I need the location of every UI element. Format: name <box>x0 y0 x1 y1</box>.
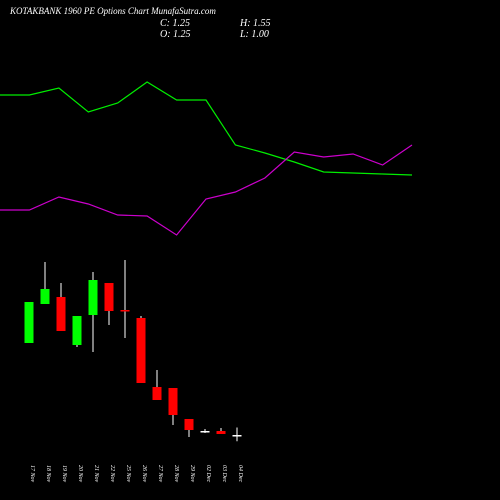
x-tick-label: 04 Dec <box>237 465 244 482</box>
x-tick-label: 29 Nov <box>189 465 195 483</box>
x-tick-label: 28 Nov <box>173 465 179 483</box>
x-tick-label: 18 Nov <box>45 465 51 483</box>
candle-body <box>88 280 98 315</box>
candle-body <box>40 289 50 304</box>
x-tick-label: 26 Nov <box>141 465 147 483</box>
x-tick-label: 20 Nov <box>77 465 83 483</box>
x-tick-label: 17 Nov <box>29 465 35 483</box>
x-tick-label: 27 Nov <box>157 465 163 483</box>
indicator-line <box>0 81 413 176</box>
x-tick-label: 02 Dec <box>205 465 211 482</box>
candle-body <box>232 435 242 437</box>
chart-title: KOTAKBANK 1960 PE Options Chart MunafaSu… <box>9 6 216 16</box>
candle-body <box>168 388 178 415</box>
candle-body <box>152 387 162 400</box>
candle-body <box>200 431 210 433</box>
x-tick-label: 21 Nov <box>93 465 99 483</box>
candle-body <box>56 297 66 331</box>
candle-body <box>216 431 226 434</box>
candle-body <box>184 419 194 430</box>
candle-body <box>136 318 146 383</box>
high-info: H: 1.55 <box>239 18 271 29</box>
x-tick-label: 25 Nov <box>125 465 131 483</box>
open-info: O: 1.25 <box>160 29 191 40</box>
candle-body <box>120 310 130 312</box>
candle-body <box>72 316 82 345</box>
indicator-line <box>0 144 413 236</box>
x-tick-label: 03 Dec <box>221 465 227 482</box>
x-tick-label: 22 Nov <box>109 465 115 483</box>
candle-body <box>104 283 114 311</box>
close-info: C: 1.25 <box>160 18 190 29</box>
x-tick-label: 19 Nov <box>61 465 67 483</box>
candle-body <box>24 302 34 343</box>
low-info: L: 1.00 <box>239 29 269 40</box>
